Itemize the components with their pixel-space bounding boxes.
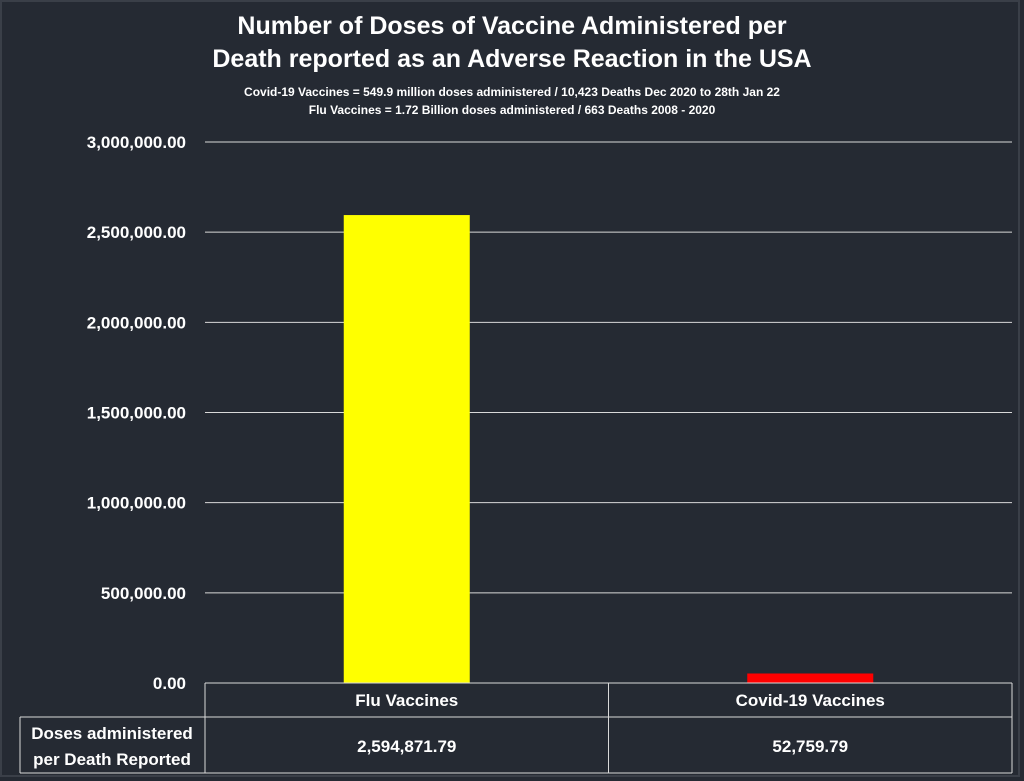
bars [343, 215, 874, 684]
chart-subtitle-line-2: Flu Vaccines = 1.72 Billion doses admini… [308, 103, 716, 117]
y-tick-label: 500,000.00 [101, 584, 186, 603]
y-tick-label: 1,000,000.00 [87, 494, 186, 513]
y-tick-label: 2,000,000.00 [87, 313, 186, 332]
y-tick-label: 3,000,000.00 [87, 133, 186, 152]
chart-title-line-2: Death reported as an Adverse Reaction in… [212, 45, 812, 73]
gridlines [205, 141, 1012, 594]
table-row-label: per Death Reported [33, 750, 191, 769]
bar-covid-19-vaccines [747, 673, 874, 683]
chart-title: Number of Doses of Vaccine Administered … [0, 10, 1024, 76]
chart-title-line-1: Number of Doses of Vaccine Administered … [237, 12, 787, 40]
chart-subtitle: Covid-19 Vaccines = 549.9 million doses … [0, 83, 1024, 119]
chart-subtitle-line-1: Covid-19 Vaccines = 549.9 million doses … [244, 85, 780, 99]
y-tick-label: 1,500,000.00 [87, 404, 186, 423]
category-label: Flu Vaccines [355, 691, 458, 710]
y-tick-label: 0.00 [153, 674, 186, 693]
table-row-label: Doses administered [31, 724, 193, 743]
bar-flu-vaccines [343, 215, 470, 684]
data-table: Flu Vaccines Covid-19 Vaccines Doses admin… [19, 682, 1013, 774]
y-tick-label: 2,500,000.00 [87, 223, 186, 242]
y-axis-tick-labels: 0.00 500,000.00 1,000,000.00 1,500,000.00 2,… [87, 133, 186, 693]
table-value: 52,759.79 [772, 737, 848, 756]
table-value: 2,594,871.79 [357, 737, 456, 756]
category-label: Covid-19 Vaccines [736, 691, 885, 710]
